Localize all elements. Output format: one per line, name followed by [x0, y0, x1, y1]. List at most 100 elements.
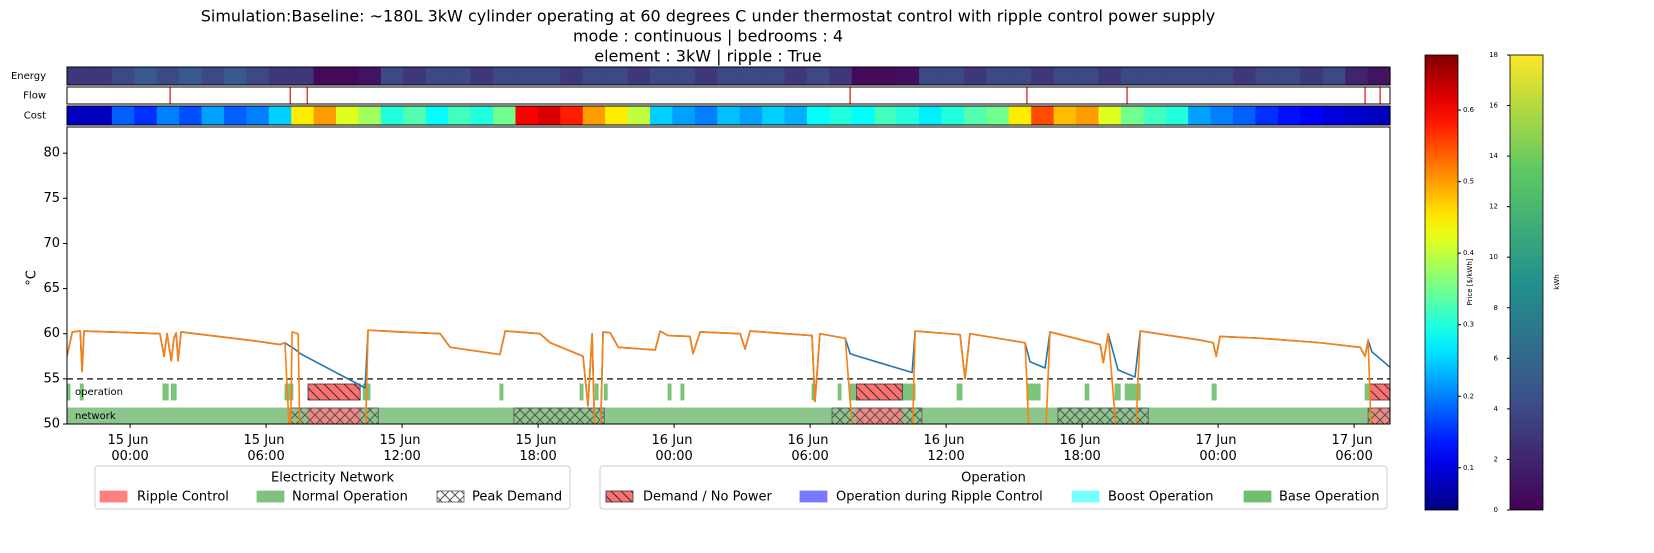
heat-cell [1367, 67, 1391, 85]
heat-cell [784, 106, 808, 125]
heat-cell [156, 67, 180, 85]
heat-cell [1345, 67, 1369, 85]
heat-cell [582, 67, 606, 85]
strip-label: Flow [23, 91, 46, 102]
strip-label: Cost [24, 111, 46, 122]
strip-background [67, 87, 1390, 104]
x-tick-label: 17 Jun 00:00 [1196, 433, 1241, 464]
plot-frame [66, 126, 1391, 425]
heat-cell [134, 67, 158, 85]
heat-cell [1345, 106, 1369, 125]
chart-subtitle: mode : continuous | bedrooms : 4 [573, 27, 843, 46]
legend-title: Operation [961, 471, 1026, 486]
x-tick-label: 15 Jun 12:00 [380, 433, 425, 464]
x-tick-label: 15 Jun 18:00 [516, 433, 561, 464]
heat-cell [1233, 67, 1257, 85]
heat-cell [380, 67, 404, 85]
heat-cell [156, 106, 180, 125]
heat-cell [874, 106, 898, 125]
legend-swatch [256, 490, 285, 503]
colorbar-tick-label: 2 [1494, 455, 1498, 463]
heat-cell [1076, 67, 1100, 85]
heat-cell [470, 67, 494, 85]
heat-cell [493, 106, 517, 125]
heat-cell [268, 67, 292, 85]
heat-cell [560, 67, 584, 85]
colorbar-tick-label: 8 [1494, 304, 1498, 312]
band-label: network [75, 411, 116, 422]
heat-cell [694, 67, 718, 85]
heat-cell [650, 67, 674, 85]
legend-swatch [1071, 490, 1100, 503]
band-span [1369, 383, 1390, 401]
heat-cell [336, 67, 360, 85]
y-tick-label: 65 [43, 281, 60, 296]
heat-cell [111, 106, 135, 125]
heat-cell [1053, 67, 1077, 85]
heat-cell [1120, 106, 1144, 125]
legend-label: Base Operation [1279, 490, 1379, 505]
heat-cell [1120, 67, 1144, 85]
band-span [831, 407, 923, 424]
heat-cell [1031, 106, 1055, 125]
heat-cell [1143, 67, 1167, 85]
band-label: operation [75, 387, 123, 398]
heat-cell [1210, 67, 1234, 85]
colorbar-tick-label: 0.5 [1463, 178, 1474, 186]
colorbar-tick-label: 0.4 [1463, 249, 1475, 257]
heat-cell [179, 106, 203, 125]
heat-cell [874, 67, 898, 85]
heat-cell [963, 106, 987, 125]
heat-cell [829, 106, 853, 125]
band-span [1026, 383, 1041, 401]
band-span [837, 383, 842, 401]
heat-cell [672, 106, 696, 125]
heat-cell [851, 67, 875, 85]
y-axis-label: °C [25, 270, 40, 286]
colorbar-tick-label: 18 [1489, 51, 1498, 59]
heat-cell [986, 106, 1010, 125]
legend-swatch [436, 490, 465, 503]
x-tick-label: 15 Jun 06:00 [244, 433, 289, 464]
heat-cell [291, 106, 315, 125]
heat-cell [739, 67, 763, 85]
heat-cell [448, 106, 472, 125]
x-tick-label: 16 Jun 06:00 [788, 433, 833, 464]
heat-cell [67, 67, 91, 85]
heat-cell [201, 67, 225, 85]
heat-cell [963, 67, 987, 85]
heat-cell [941, 106, 965, 125]
heat-cell [919, 67, 943, 85]
y-tick-label: 75 [43, 191, 60, 206]
band-span [1211, 383, 1217, 401]
heat-cell [537, 67, 561, 85]
heat-cell [268, 106, 292, 125]
colorbar-tick-label: 10 [1489, 253, 1498, 261]
band-span [67, 383, 71, 401]
heat-cell [515, 106, 539, 125]
heat-cell [1098, 67, 1122, 85]
heat-cell [1367, 106, 1391, 125]
heat-cell [605, 67, 629, 85]
heat-cell [941, 67, 965, 85]
legend-swatch [605, 490, 634, 503]
band-span [579, 383, 584, 401]
heat-cell [694, 106, 718, 125]
heat-cell [425, 106, 449, 125]
heat-cell [762, 106, 786, 125]
heat-cell [560, 106, 584, 125]
heat-cell [89, 67, 113, 85]
heat-cell [896, 106, 920, 125]
x-tick-label: 16 Jun 00:00 [652, 433, 697, 464]
colorbar [1424, 54, 1459, 511]
heat-cell [1277, 106, 1301, 125]
colorbar-tick-label: 14 [1489, 152, 1498, 160]
heat-cell [223, 67, 247, 85]
colorbar-tick-label: 12 [1489, 203, 1498, 211]
heat-cell [223, 106, 247, 125]
legend-title: Electricity Network [271, 471, 394, 486]
heat-cell [1255, 67, 1279, 85]
heat-cell [313, 106, 337, 125]
band-span [855, 383, 903, 401]
